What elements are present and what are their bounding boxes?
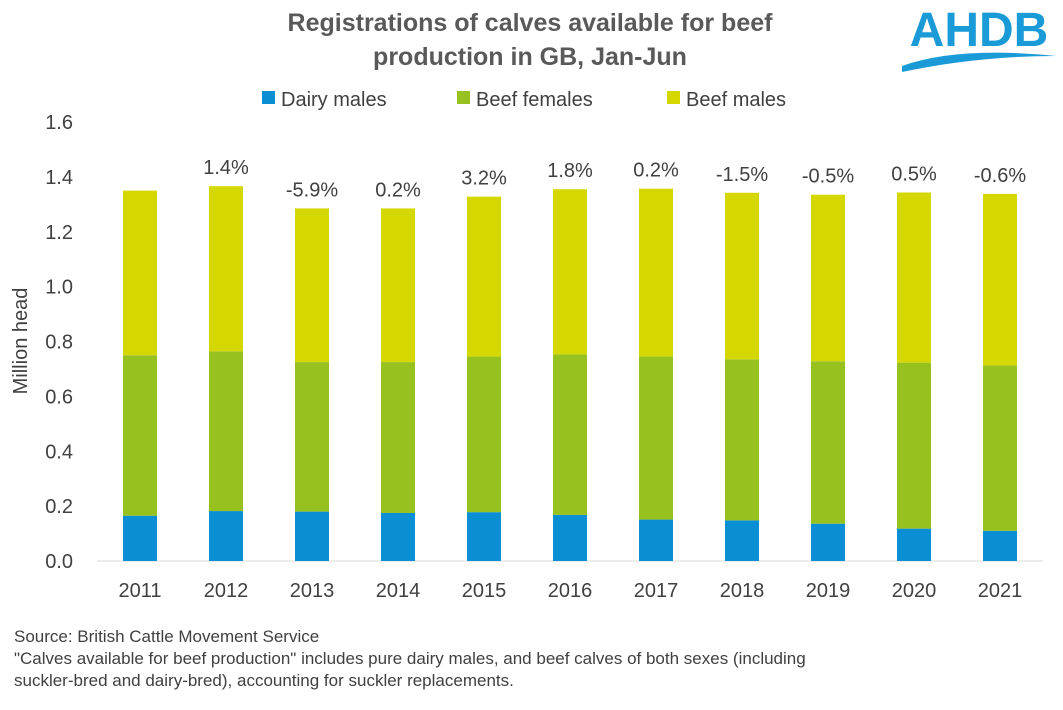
bar-dairy-males-2015 [467, 512, 501, 561]
legend-label: Dairy males [281, 89, 387, 111]
x-tick-label: 2018 [720, 580, 765, 602]
y-tick-label: 0.4 [45, 441, 73, 463]
bar-dairy-males-2019 [811, 523, 845, 561]
bar-dairy-males-2020 [897, 528, 931, 561]
change-annotation: 0.5% [891, 164, 937, 186]
y-tick-label: 0.6 [45, 386, 73, 408]
bar-beef-males-2013 [295, 208, 329, 363]
bar-beef-females-2015 [467, 356, 501, 513]
bar-beef-males-2011 [123, 190, 157, 356]
change-annotation: -0.5% [802, 166, 854, 188]
x-tick-label: 2011 [118, 580, 161, 602]
bar-beef-males-2017 [639, 188, 673, 357]
bar-dairy-males-2012 [209, 511, 243, 561]
chart-title-line-2: production in GB, Jan-Jun [373, 43, 687, 71]
legend: Dairy males Beef females Beef males [262, 89, 786, 111]
chart-title-line-1: Registrations of calves available for be… [287, 9, 773, 37]
x-tick-label: 2019 [806, 580, 851, 602]
x-tick-label: 2016 [548, 580, 593, 602]
bar-dairy-males-2014 [381, 512, 415, 561]
change-annotation: -1.5% [716, 164, 768, 186]
bar-dairy-males-2018 [725, 520, 759, 561]
change-annotation: -0.6% [974, 165, 1026, 187]
bar-beef-females-2019 [811, 361, 845, 524]
source-note: Source: British Cattle Movement Service [14, 627, 320, 646]
bar-beef-females-2011 [123, 355, 157, 516]
x-tick-label: 2014 [376, 580, 421, 602]
change-annotation: 1.8% [547, 160, 593, 182]
logo-text: AHDB [910, 4, 1049, 57]
x-tick-label: 2012 [204, 580, 249, 602]
y-tick-label: 1.2 [45, 222, 73, 244]
bar-beef-females-2014 [381, 362, 415, 513]
legend-label: Beef males [686, 89, 786, 111]
footer: Source: British Cattle Movement Service … [14, 626, 1059, 692]
change-annotation: 3.2% [461, 168, 507, 190]
y-axis-title: Million head [10, 288, 32, 395]
y-tick-label: 1.4 [45, 167, 73, 189]
bar-beef-males-2014 [381, 208, 415, 363]
chart-area: Dairy males Beef females Beef males 0.0 0.2… [10, 89, 1043, 602]
bar-beef-males-2018 [725, 192, 759, 360]
x-tick-label: 2015 [462, 580, 507, 602]
bar-beef-males-2012 [209, 186, 243, 352]
change-annotation: -5.9% [286, 179, 338, 201]
x-tick-label: 2021 [978, 580, 1023, 602]
legend-swatch-beef-females [457, 91, 470, 104]
bar-dairy-males-2021 [983, 530, 1017, 561]
bar-beef-females-2013 [295, 362, 329, 512]
change-annotation: 1.4% [203, 157, 249, 179]
x-tick-label: 2013 [290, 580, 335, 602]
y-tick-label: 0.8 [45, 332, 73, 354]
definition-note-line-1: "Calves available for beef production" i… [14, 649, 806, 668]
definition-note-line-2: suckler-bred and dairy-bred), accounting… [14, 671, 514, 690]
bar-dairy-males-2016 [553, 514, 587, 561]
change-annotation: 0.2% [375, 179, 421, 201]
legend-swatch-beef-males [667, 91, 680, 104]
x-tick-label: 2020 [892, 580, 937, 602]
bar-beef-males-2021 [983, 193, 1017, 366]
bar-beef-males-2020 [897, 192, 931, 363]
bar-beef-males-2019 [811, 194, 845, 362]
change-annotation: 0.2% [633, 160, 679, 182]
chart-title: Registrations of calves available for be… [180, 6, 880, 74]
y-axis: 0.0 0.2 0.4 0.6 0.8 1.0 1.2 1.4 1.6 [45, 112, 73, 573]
bar-dairy-males-2017 [639, 519, 673, 561]
bar-beef-males-2016 [553, 189, 587, 355]
ahdb-logo: AHDB [902, 4, 1056, 72]
legend-label: Beef females [476, 89, 593, 111]
y-tick-label: 0.2 [45, 496, 73, 518]
x-axis: 2011 2012 2013 2014 2015 2016 2017 2018 2019 2020… [118, 580, 1022, 602]
bar-dairy-males-2011 [123, 515, 157, 561]
bar-beef-males-2015 [467, 196, 501, 357]
bar-beef-females-2018 [725, 359, 759, 521]
y-tick-label: 0.0 [45, 551, 73, 573]
y-tick-label: 1.0 [45, 277, 73, 299]
bar-beef-females-2016 [553, 354, 587, 515]
bar-beef-females-2021 [983, 365, 1017, 531]
legend-swatch-dairy-males [262, 91, 275, 104]
logo-wave [902, 52, 1056, 72]
x-tick-label: 2017 [634, 580, 679, 602]
bar-beef-females-2017 [639, 356, 673, 520]
bars [123, 186, 1017, 561]
bar-dairy-males-2013 [295, 511, 329, 561]
bar-beef-females-2020 [897, 362, 931, 529]
y-tick-label: 1.6 [45, 112, 73, 134]
annotations: 1.4% -5.9% 0.2% 3.2% 1.8% 0.2% -1.5% -0.5% 0.5% -… [203, 157, 1026, 201]
bar-beef-females-2012 [209, 351, 243, 512]
